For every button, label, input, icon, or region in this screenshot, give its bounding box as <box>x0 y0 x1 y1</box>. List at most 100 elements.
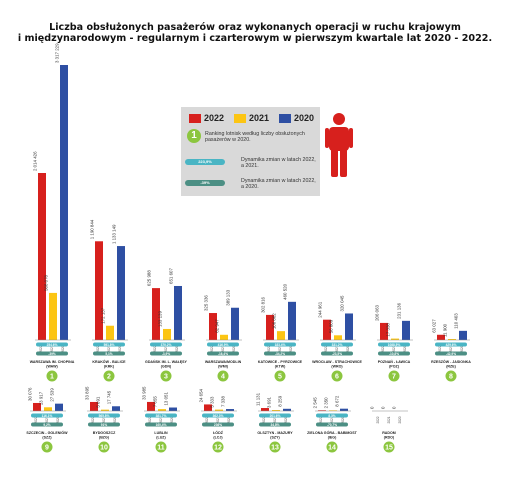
bar-krk-2022 <box>95 241 103 340</box>
year-tick-ieg-2020: 2020 <box>341 416 345 423</box>
year-tick-waw-2021: 2021 <box>50 345 54 352</box>
bar-wro-2022 <box>323 319 331 340</box>
bar-poz-2020 <box>402 320 410 340</box>
airport-code-ieg: (IEG) <box>328 436 337 440</box>
pill-decline-lcj <box>202 422 234 427</box>
bar-gdn-2021 <box>163 328 171 340</box>
bar-wro-2021 <box>334 335 342 340</box>
rank-badge-szz <box>41 441 53 453</box>
rank-badge-ktw <box>274 370 286 382</box>
bar-szz-2020 <box>55 403 63 411</box>
value-label-luz-2020: 13 051 <box>164 392 169 406</box>
bar-waw-2020 <box>60 65 68 340</box>
bar-rze-2022 <box>437 334 445 340</box>
value-label-bzg-2021: 5 091 <box>96 396 101 408</box>
value-label-luz-2022: 33 985 <box>142 386 147 400</box>
value-label-poz-2022: 206 063 <box>375 304 380 320</box>
year-tick-szz-2020: 2020 <box>56 416 60 423</box>
year-tick-ktw-2020: 2020 <box>289 345 293 352</box>
value-label-szy-2020: 8 259 <box>278 395 283 407</box>
airport-name-szy: OLSZTYN - MAZURY <box>257 431 293 435</box>
rank-number-lcj: 12 <box>214 445 222 452</box>
rank-number-wro: 6 <box>335 374 339 381</box>
pill-decline-value-szz: 9,2% <box>43 423 50 427</box>
pill-growth-value-szz: 116,1% <box>42 414 53 418</box>
value-label-lcj-2021: 5 333 <box>210 396 215 408</box>
airport-name-wmi: WARSZAWA/MODLIN <box>205 360 242 364</box>
airport-code-gdn: (GDN) <box>161 365 172 369</box>
pill-growth-luz <box>145 413 177 418</box>
legend: 2022 2021 2020 1 Ranking lotnisk według … <box>181 107 320 196</box>
pill-growth-wmi <box>207 342 239 347</box>
pill-growth-value-luz: 381,7% <box>156 414 167 418</box>
value-label-rdo-2021: 0 <box>381 406 386 409</box>
value-label-szz-2022: 30 076 <box>28 387 33 401</box>
bar-bzg-2020 <box>112 406 120 411</box>
value-label-lcj-2020: 7 338 <box>221 395 226 407</box>
year-tick-gdn-2020: 2020 <box>175 345 179 352</box>
bar-luz-2022 <box>147 401 155 411</box>
year-tick-poz-2021: 2021 <box>392 345 396 352</box>
rank-badge-rze <box>445 370 457 382</box>
year-tick-wmi-2020: 2020 <box>232 345 236 352</box>
rank-number-ktw: 5 <box>278 374 282 381</box>
bar-wmi-2021 <box>220 334 228 340</box>
year-tick-bzg-2020: 2020 <box>113 416 117 423</box>
bar-poz-2021 <box>391 338 399 340</box>
year-tick-wro-2021: 2021 <box>335 345 339 352</box>
pill-growth-value-wro: 331,2% <box>332 343 343 347</box>
airport-name-lcj: ŁÓDŹ <box>213 430 224 435</box>
pill-growth-ktw <box>264 342 296 347</box>
year-tick-szy-2020: 2020 <box>284 416 288 423</box>
value-label-luz-2021: 7 055 <box>153 396 158 408</box>
airport-name-rdo: RADOM <box>382 431 396 435</box>
airport-name-ktw: KATOWICE - PYRZOWICE <box>258 360 303 364</box>
value-label-bzg-2020: 17 745 <box>107 390 112 404</box>
pill-decline-value-ieg: -70,7% <box>327 423 337 427</box>
pill-decline-value-wmi: -16,4% <box>218 352 228 356</box>
year-tick-rze-2020: 2020 <box>460 345 464 352</box>
pill-decline-value-poz: -10,8% <box>389 352 399 356</box>
value-label-rze-2020: 110 403 <box>454 313 459 329</box>
rank-badge-rdo <box>383 441 395 453</box>
airport-code-szy: (SZY) <box>270 436 280 440</box>
value-label-wro-2022: 244 961 <box>318 301 323 317</box>
value-label-wmi-2021: 62 947 <box>215 319 220 333</box>
airport-code-bzg: (BZG) <box>99 436 110 440</box>
airport-code-wro: (WRO) <box>331 365 343 369</box>
airport-name-ieg: ZIELONA GÓRA - BABIMOST <box>307 430 357 435</box>
pill-growth-value-lcj: 362,3% <box>213 414 224 418</box>
year-tick-rdo-2021: 2021 <box>387 416 391 423</box>
rank-badge-wmi <box>217 370 229 382</box>
rank-badge-wro <box>331 370 343 382</box>
year-tick-rze-2022: 2022 <box>438 345 442 352</box>
value-label-ktw-2021: 106 862 <box>272 313 277 329</box>
bar-ktw-2020 <box>288 301 296 340</box>
year-tick-wro-2020: 2020 <box>346 345 350 352</box>
pill-decline-value-szy: 34,8% <box>270 423 279 427</box>
airport-code-krk: (KRK) <box>104 365 115 369</box>
value-label-poz-2020: 231 136 <box>397 302 402 318</box>
bar-szz-2021 <box>44 407 52 411</box>
pill-decline-ieg <box>316 422 348 427</box>
value-label-gdn-2021: 133 139 <box>158 311 163 327</box>
pill-decline-wmi <box>207 351 239 356</box>
year-tick-ktw-2022: 2022 <box>267 345 271 352</box>
bar-waw-2021 <box>49 292 57 340</box>
year-tick-waw-2020: 2020 <box>61 345 65 352</box>
rank-number-bzg: 10 <box>100 445 108 452</box>
pill-growth-value-rze: 429,6% <box>446 343 457 347</box>
pill-decline-wro <box>321 351 353 356</box>
year-tick-wmi-2022: 2022 <box>210 345 214 352</box>
pill-decline-value-luz: 160,4% <box>156 423 167 427</box>
legend-rank-badge: 1 <box>187 129 201 143</box>
pill-growth-value-waw: 254,6% <box>47 343 58 347</box>
airport-code-rdo: (RDO) <box>384 436 395 440</box>
chart-title-line2: i międzynarodowym - regularnym i czarter… <box>17 33 493 44</box>
value-label-rze-2021: 11 900 <box>443 323 448 337</box>
year-tick-lcj-2020: 2020 <box>227 416 231 423</box>
pill-decline-luz <box>145 422 177 427</box>
year-tick-rdo-2020: 2020 <box>398 416 402 423</box>
value-label-waw-2020: 3 317 229 <box>55 43 60 63</box>
